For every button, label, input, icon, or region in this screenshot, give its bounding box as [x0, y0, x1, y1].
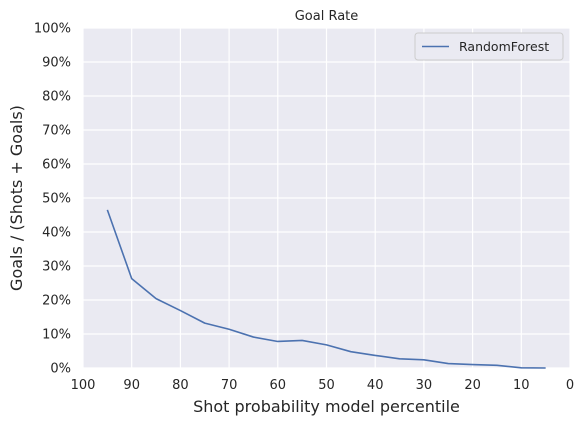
y-tick-label: 30% [42, 260, 71, 275]
y-tick-label: 50% [42, 192, 71, 207]
x-tick-label: 90 [123, 378, 140, 393]
chart-title: Goal Rate [295, 9, 359, 24]
x-tick-label: 60 [270, 378, 287, 393]
x-tick-labels: 100 90 80 70 60 50 40 30 20 10 0 [71, 378, 575, 393]
x-tick-label: 20 [464, 378, 481, 393]
x-axis-label: Shot probability model percentile [193, 397, 460, 416]
x-tick-label: 40 [367, 378, 384, 393]
legend-box [414, 32, 564, 61]
y-axis-label: Goals / (Shots + Goals) [7, 105, 26, 291]
x-tick-label: 30 [416, 378, 433, 393]
x-tick-label: 50 [318, 378, 335, 393]
y-tick-label: 90% [42, 56, 71, 71]
y-tick-label: 40% [42, 226, 71, 241]
series-layer [106, 209, 546, 369]
x-tick-label: 0 [566, 378, 574, 393]
x-tick-label: 70 [221, 378, 238, 393]
legend: RandomForest [414, 32, 564, 61]
y-tick-label: 100% [34, 22, 71, 37]
y-tick-label: 10% [42, 328, 71, 343]
x-tick-label: 80 [172, 378, 189, 393]
y-tick-label: 70% [42, 124, 71, 139]
y-tick-labels: 0% 10% 20% 30% 40% 50% 60% 70% 80% 90% 100% [34, 22, 71, 377]
x-tick-label: 10 [513, 378, 530, 393]
legend-label-randomforest: RandomForest [459, 39, 549, 54]
x-tick-label: 100 [71, 378, 96, 393]
series-line-randomforest [106, 209, 546, 369]
y-tick-label: 80% [42, 90, 71, 105]
y-tick-label: 60% [42, 158, 71, 173]
horizontal-gridlines [83, 27, 570, 369]
y-tick-label: 20% [42, 294, 71, 309]
y-tick-label: 0% [50, 362, 71, 377]
